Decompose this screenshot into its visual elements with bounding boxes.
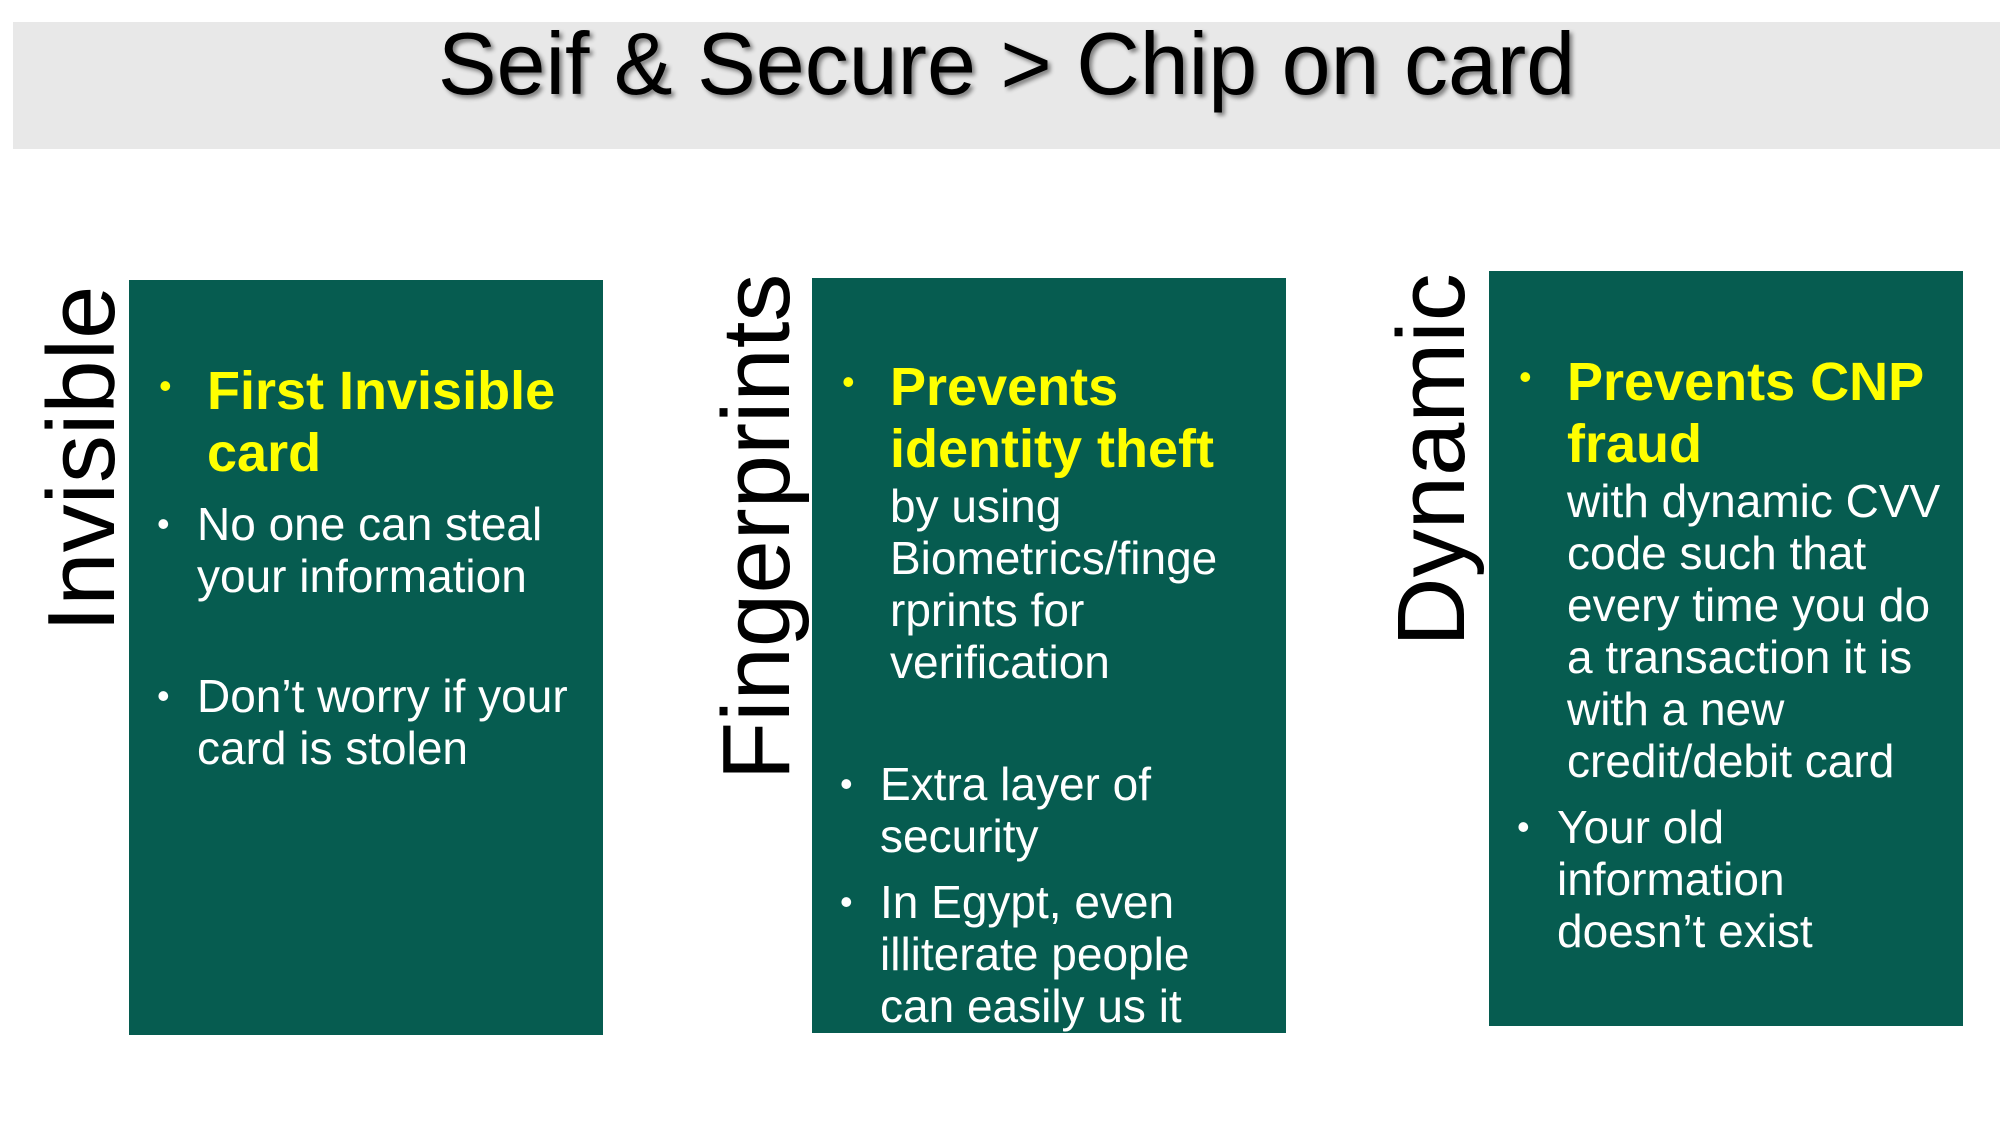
item-text: with dynamic CVV code such that every ti… xyxy=(1567,475,1941,787)
card-dynamic: Prevents CNP fraud with dynamic CVV code… xyxy=(1489,271,1963,1026)
page-title: Seif & Secure > Chip on card xyxy=(437,14,1576,113)
card-invisible: First Invisible card No one can steal yo… xyxy=(129,280,603,1035)
list-item: Don’t worry if your card is stolen xyxy=(129,670,583,774)
highlight-text: Prevents identity theft xyxy=(890,357,1214,479)
highlight-text: First Invisible card xyxy=(207,361,556,483)
highlight-text: Prevents CNP fraud xyxy=(1567,352,1924,474)
card-fingerprints-list: Prevents identity theft by using Biometr… xyxy=(812,356,1270,1032)
card-dynamic-list: Prevents CNP fraud with dynamic CVV code… xyxy=(1489,351,1945,957)
side-label-fingerprints: Fingerprints xyxy=(703,273,810,781)
list-item: Prevents CNP fraud with dynamic CVV code… xyxy=(1489,351,1945,787)
item-text: Extra layer of security xyxy=(880,758,1151,862)
list-item: Extra layer of security xyxy=(812,758,1270,862)
item-text: by using Biometrics/finge rprints for ve… xyxy=(890,480,1218,688)
side-label-dynamic: Dynamic xyxy=(1378,273,1485,647)
side-label-invisible: Invisible xyxy=(28,285,135,633)
list-item: Prevents identity theft by using Biometr… xyxy=(812,356,1270,688)
item-text: Your old information doesn’t exist xyxy=(1557,801,1813,957)
card-invisible-list: First Invisible card No one can steal yo… xyxy=(129,360,583,774)
list-item: In Egypt, even illiterate people can eas… xyxy=(812,876,1270,1032)
card-fingerprints: Prevents identity theft by using Biometr… xyxy=(812,278,1286,1033)
list-item: First Invisible card xyxy=(129,360,583,484)
item-text: In Egypt, even illiterate people can eas… xyxy=(880,876,1190,1032)
item-text: No one can steal your information xyxy=(197,498,543,602)
list-item: Your old information doesn’t exist xyxy=(1489,801,1945,957)
item-text: Don’t worry if your card is stolen xyxy=(197,670,568,774)
title-band xyxy=(13,22,2000,149)
list-item: No one can steal your information xyxy=(129,498,583,602)
